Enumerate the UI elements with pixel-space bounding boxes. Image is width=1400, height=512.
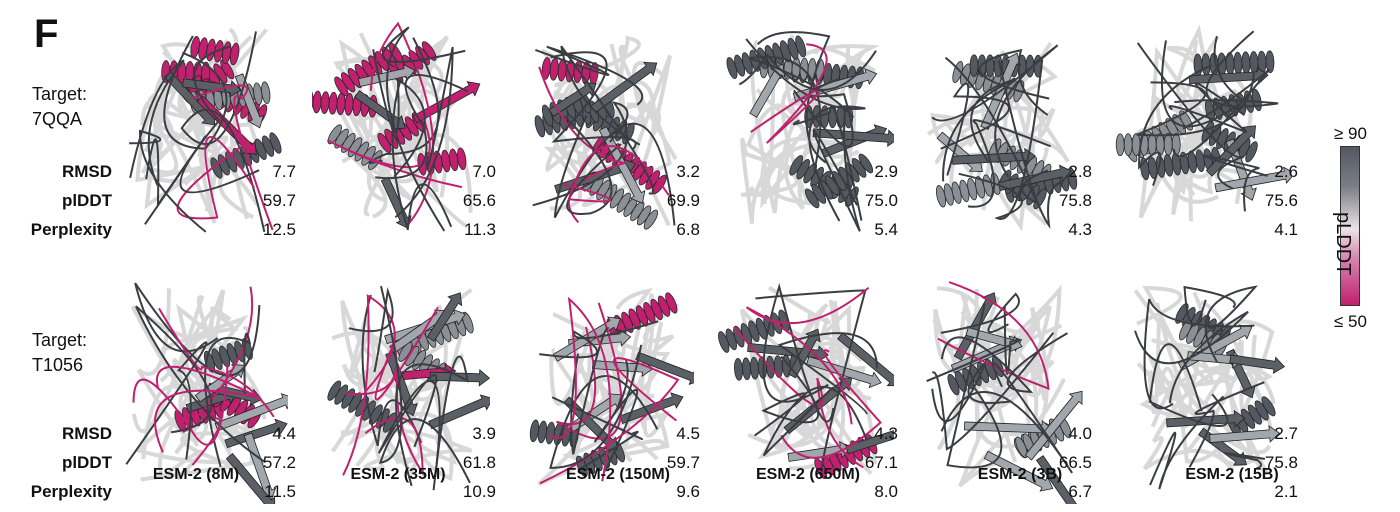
colorbar-bottom-label: ≤ 50 bbox=[1334, 312, 1367, 331]
metric-value-rmsd: 2.8 bbox=[1068, 162, 1092, 181]
structure-row1-model-1 bbox=[129, 27, 282, 233]
plddt-colorbar bbox=[1340, 146, 1360, 306]
metric-value-rmsd: 7.0 bbox=[472, 162, 496, 181]
metric-value-rmsd: 2.6 bbox=[1274, 162, 1298, 181]
panel-letter: F bbox=[34, 12, 59, 56]
target-label-line1-1: Target: bbox=[32, 84, 88, 104]
metric-value-plddt: 61.8 bbox=[462, 453, 496, 472]
metric-value-plddt: 75.8 bbox=[1058, 191, 1092, 210]
structure-row1-model-4 bbox=[726, 31, 894, 232]
metric-value-perplexity: 4.1 bbox=[1274, 220, 1298, 239]
metric-value-perplexity: 6.7 bbox=[1068, 482, 1092, 501]
metric-value-perplexity: 10.9 bbox=[462, 482, 496, 501]
structure-row2-model-3 bbox=[529, 287, 694, 486]
metric-value-perplexity: 2.1 bbox=[1274, 482, 1298, 501]
metric-value-perplexity: 5.4 bbox=[874, 220, 898, 239]
metric-value-perplexity: 4.3 bbox=[1068, 220, 1092, 239]
metric-label-rmsd: RMSD bbox=[61, 424, 112, 443]
target-label-line2-2: T1056 bbox=[32, 355, 84, 375]
colorbar-top-label: ≥ 90 bbox=[1334, 124, 1367, 143]
metric-value-plddt: 65.6 bbox=[462, 191, 496, 210]
structure-row2-model-5 bbox=[926, 281, 1086, 504]
model-label-2: ESM-2 (35M) bbox=[350, 466, 446, 483]
metric-value-rmsd: 4.4 bbox=[272, 424, 296, 443]
metric-value-plddt: 57.2 bbox=[262, 453, 296, 472]
metric-value-rmsd: 2.9 bbox=[874, 162, 898, 181]
metric-value-plddt: 75.0 bbox=[864, 191, 898, 210]
metric-value-rmsd: 3.2 bbox=[676, 162, 700, 181]
metric-value-rmsd: 7.7 bbox=[272, 162, 296, 181]
metric-value-perplexity: 11.3 bbox=[464, 220, 496, 239]
metric-value-rmsd: 2.7 bbox=[1274, 424, 1298, 443]
metric-label-perplexity: Perplexity bbox=[30, 220, 112, 239]
metric-value-perplexity: 6.8 bbox=[676, 220, 700, 239]
structure-row2-model-4 bbox=[718, 282, 894, 479]
metric-value-rmsd: 4.3 bbox=[874, 424, 898, 443]
metric-value-perplexity: 12.5 bbox=[262, 220, 296, 239]
metric-value-plddt: 75.8 bbox=[1264, 453, 1298, 472]
structure-row1-model-5 bbox=[926, 41, 1078, 232]
metric-label-plddt: plDDT bbox=[61, 191, 112, 210]
metric-label-rmsd: RMSD bbox=[61, 162, 112, 181]
metric-value-perplexity: 9.6 bbox=[676, 482, 700, 501]
structure-row2-model-6 bbox=[1133, 285, 1286, 490]
metric-value-plddt: 59.7 bbox=[666, 453, 700, 472]
model-label-6: ESM-2 (15B) bbox=[1185, 466, 1279, 483]
model-label-5: ESM-2 (3B) bbox=[977, 466, 1063, 483]
metric-value-plddt: 69.9 bbox=[666, 191, 700, 210]
metric-value-rmsd: 4.0 bbox=[1068, 424, 1092, 443]
model-label-3: ESM-2 (150M) bbox=[565, 466, 671, 483]
metric-value-rmsd: 4.5 bbox=[676, 424, 700, 443]
structure-row1-model-2 bbox=[312, 21, 481, 232]
metric-value-perplexity: 8.0 bbox=[874, 482, 898, 501]
target-label-line2-1: 7QQA bbox=[32, 109, 83, 129]
metric-label-perplexity: Perplexity bbox=[30, 482, 112, 501]
metric-value-plddt: 67.1 bbox=[864, 453, 898, 472]
metric-label-plddt: plDDT bbox=[61, 453, 112, 472]
metric-value-plddt: 75.6 bbox=[1264, 191, 1298, 210]
model-label-1: ESM-2 (8M) bbox=[152, 466, 240, 483]
structure-row2-model-1 bbox=[125, 282, 288, 504]
structure-row2-model-2 bbox=[327, 285, 490, 491]
structure-row1-model-3 bbox=[532, 35, 678, 230]
colorbar-gradient bbox=[1340, 146, 1360, 306]
metric-value-perplexity: 11.5 bbox=[264, 482, 296, 501]
metric-value-rmsd: 3.9 bbox=[472, 424, 496, 443]
model-label-4: ESM-2 (650M) bbox=[755, 466, 861, 483]
colorbar-title: pLDDT bbox=[1332, 212, 1354, 276]
metric-value-plddt: 59.7 bbox=[262, 191, 296, 210]
metric-value-plddt: 66.5 bbox=[1058, 453, 1092, 472]
target-label-line1-2: Target: bbox=[32, 330, 88, 350]
structure-row1-model-6 bbox=[1115, 24, 1292, 222]
